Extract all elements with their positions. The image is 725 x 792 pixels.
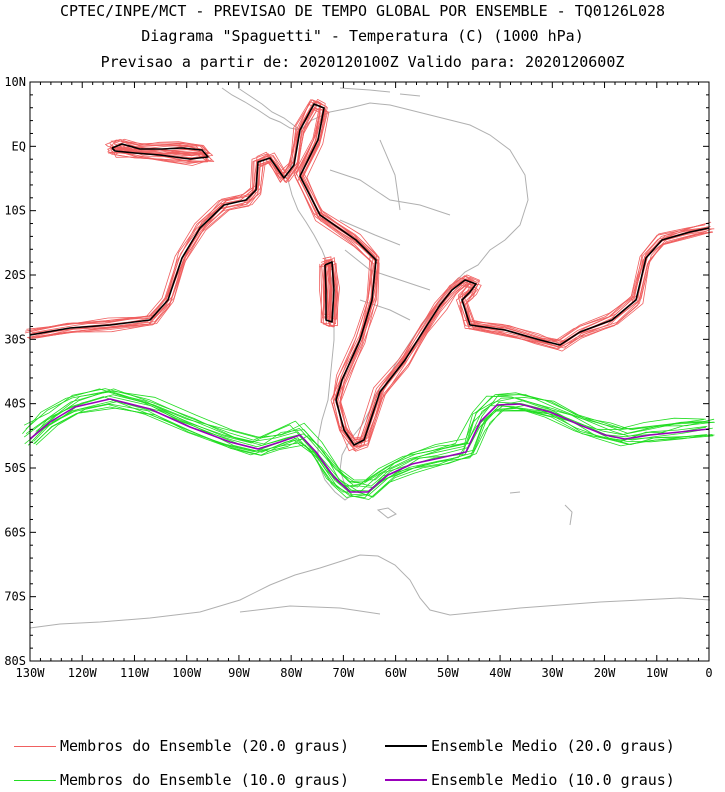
legend-mean-20: Ensemble Medio (20.0 graus) (385, 737, 675, 755)
member-curve-20 (326, 257, 337, 321)
lon-label: 90W (228, 666, 250, 680)
member-curve-20 (328, 263, 339, 327)
title-line-2: Diagrama "Spaguetti" - Temperatura (C) (… (141, 27, 584, 45)
member-curve-20 (28, 107, 706, 452)
member-curve-20 (319, 259, 329, 319)
lat-label: 30S (4, 332, 26, 346)
mean-curve-20 (111, 143, 209, 160)
lat-label: 70S (4, 590, 26, 604)
lon-label: 30W (541, 666, 563, 680)
title-line-3: Previsao a partir de: 2020120100Z Valido… (100, 53, 625, 71)
lon-label: 110W (120, 666, 150, 680)
legend-members-10: Membros do Ensemble (10.0 graus) (14, 771, 349, 789)
lat-label: EQ (12, 139, 26, 153)
member-curve-10 (34, 394, 714, 488)
lon-label: 40W (489, 666, 511, 680)
lon-label: 10W (646, 666, 668, 680)
lon-label: 100W (172, 666, 202, 680)
frame-border (29, 81, 710, 662)
member-curve-10 (23, 388, 706, 483)
title-line-1: CPTEC/INPE/MCT - PREVISAO DE TEMPO GLOBA… (59, 2, 666, 20)
member-curve-10 (34, 407, 714, 500)
coastlines (29, 87, 711, 629)
member-curve-20 (322, 256, 332, 316)
member-curve-10 (27, 403, 704, 498)
legend-swatch-mean-20 (385, 745, 427, 747)
member-curve-20 (26, 103, 707, 447)
lon-label: 80W (280, 666, 302, 680)
mean-curve-20 (324, 261, 335, 323)
lon-label: 130W (16, 666, 46, 680)
member-curve-10 (33, 406, 713, 496)
legend-members-20: Membros do Ensemble (20.0 graus) (14, 737, 349, 755)
lat-label: 40S (4, 397, 26, 411)
lon-label: 0 (705, 666, 712, 680)
member-curve-10 (25, 390, 708, 484)
member-curve-10 (25, 391, 703, 487)
member-curve-20 (28, 108, 707, 448)
legend-label-mean-20: Ensemble Medio (20.0 graus) (431, 737, 675, 755)
legend-label-members-20: Membros do Ensemble (20.0 graus) (60, 737, 349, 755)
member-curve-10 (33, 400, 713, 497)
lon-label: 70W (333, 666, 355, 680)
lat-label: 50S (4, 461, 26, 475)
member-curve-10 (23, 396, 707, 493)
member-curve-20 (32, 104, 713, 448)
lon-label: 120W (68, 666, 98, 680)
member-curve-10 (22, 388, 704, 488)
lon-label: 60W (385, 666, 407, 680)
legend-swatch-members-10 (14, 779, 56, 781)
member-curve-20 (113, 141, 211, 156)
legend-mean-10: Ensemble Medio (10.0 graus) (385, 771, 675, 789)
legend-swatch-members-20 (14, 745, 56, 747)
mean-curve-10 (29, 398, 710, 493)
legend-label-members-10: Membros do Ensemble (10.0 graus) (60, 771, 349, 789)
member-curve-20 (320, 263, 332, 327)
member-curve-20 (31, 108, 713, 452)
mean-curve-20 (29, 103, 710, 446)
lat-label: 10S (4, 204, 26, 218)
lat-label: 10N (4, 75, 26, 89)
lon-label: 20W (594, 666, 616, 680)
lon-label: 50W (437, 666, 459, 680)
lat-label: 20S (4, 268, 26, 282)
lat-label: 60S (4, 525, 26, 539)
contour-curves (22, 99, 715, 500)
legend-label-mean-10: Ensemble Medio (10.0 graus) (431, 771, 675, 789)
legend-swatch-mean-10 (385, 779, 427, 781)
lat-label: 80S (4, 654, 26, 668)
member-curve-10 (35, 391, 715, 481)
